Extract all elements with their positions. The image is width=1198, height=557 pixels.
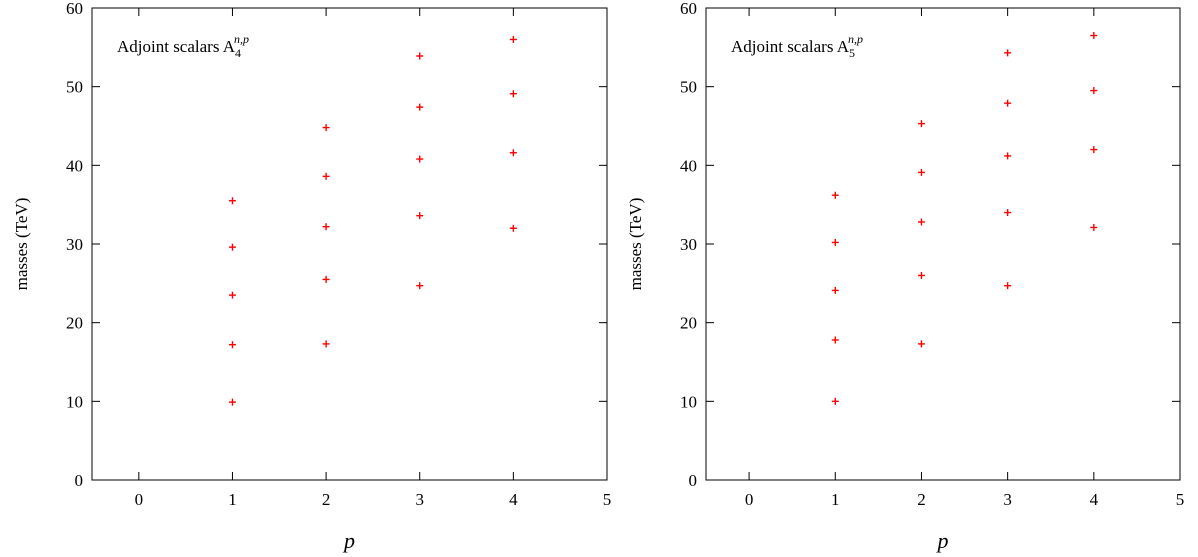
y-tick-label: 60 bbox=[66, 0, 83, 18]
data-point bbox=[831, 238, 839, 246]
y-axis-label: masses (TeV) bbox=[626, 198, 645, 291]
data-point bbox=[1090, 146, 1098, 154]
data-point bbox=[509, 35, 517, 43]
right-panel: 0 10 20 30 40 50 60 0 1 2 3 4 5 p masses (TeV) Adjoint … bbox=[626, 0, 1184, 553]
x-tick-label: 4 bbox=[1090, 490, 1099, 509]
data-point bbox=[1004, 99, 1012, 107]
data-point bbox=[831, 191, 839, 199]
data-point bbox=[1090, 223, 1098, 231]
data-point bbox=[1004, 282, 1012, 290]
y-tick-label: 60 bbox=[680, 0, 697, 18]
y-tick-label: 30 bbox=[680, 235, 697, 254]
y-tick-label: 0 bbox=[689, 471, 698, 490]
data-point bbox=[228, 291, 236, 299]
data-point bbox=[416, 212, 424, 220]
data-point bbox=[416, 155, 424, 163]
y-tick-label: 10 bbox=[680, 392, 697, 411]
data-point bbox=[509, 149, 517, 157]
x-tick-label: 1 bbox=[228, 490, 237, 509]
annotation-main: Adjoint scalars A bbox=[117, 37, 236, 56]
data-point bbox=[1004, 152, 1012, 160]
y-axis-label: masses (TeV) bbox=[12, 198, 31, 291]
x-tick-label: 2 bbox=[322, 490, 331, 509]
data-point bbox=[1004, 209, 1012, 217]
data-point bbox=[228, 341, 236, 349]
data-point bbox=[228, 243, 236, 251]
annotation-subscript: 5 bbox=[849, 46, 855, 60]
data-point bbox=[509, 224, 517, 232]
y-tick-label: 30 bbox=[66, 235, 83, 254]
y-tick-label: 20 bbox=[66, 314, 83, 333]
y-tick-label: 40 bbox=[680, 156, 697, 175]
data-point bbox=[917, 340, 925, 348]
left-panel: 0 10 20 30 40 50 60 0 1 2 3 4 5 p masses (TeV) Adjoint … bbox=[12, 0, 611, 553]
x-tick-label: 5 bbox=[1176, 490, 1185, 509]
panel-annotation: Adjoint scalars A5n,p bbox=[731, 32, 863, 60]
x-tick-label: 4 bbox=[509, 490, 518, 509]
x-tick-label: 0 bbox=[745, 490, 754, 509]
data-point bbox=[322, 223, 330, 231]
data-point bbox=[322, 275, 330, 283]
annotation-superscript: n,p bbox=[848, 32, 863, 46]
y-tick-label: 50 bbox=[66, 78, 83, 97]
x-tick-label: 3 bbox=[1003, 490, 1012, 509]
data-point bbox=[1090, 87, 1098, 95]
x-axis-label: p bbox=[936, 528, 949, 553]
y-tick-label: 40 bbox=[66, 156, 83, 175]
plot-frame bbox=[91, 7, 608, 481]
x-axis-label: p bbox=[342, 528, 355, 553]
data-point bbox=[917, 218, 925, 226]
data-point bbox=[228, 398, 236, 406]
x-tick-label: 5 bbox=[603, 490, 612, 509]
x-tick-label: 1 bbox=[831, 490, 840, 509]
y-tick-label: 10 bbox=[66, 392, 83, 411]
data-point bbox=[831, 286, 839, 294]
data-point bbox=[416, 282, 424, 290]
x-tick-label: 3 bbox=[415, 490, 424, 509]
data-point bbox=[831, 397, 839, 405]
x-tick-label: 0 bbox=[135, 490, 144, 509]
plot-frame bbox=[705, 7, 1181, 481]
data-point bbox=[1004, 49, 1012, 57]
data-point bbox=[228, 197, 236, 205]
annotation-subscript: 4 bbox=[235, 46, 241, 60]
data-point bbox=[917, 120, 925, 128]
y-tick-label: 0 bbox=[75, 471, 84, 490]
data-point bbox=[416, 103, 424, 111]
y-tick-label: 50 bbox=[680, 78, 697, 97]
data-point bbox=[322, 340, 330, 348]
x-tick-label: 2 bbox=[917, 490, 926, 509]
data-point bbox=[322, 172, 330, 180]
y-tick-label: 20 bbox=[680, 314, 697, 333]
data-point bbox=[509, 90, 517, 98]
data-point bbox=[416, 52, 424, 60]
annotation-superscript: n,p bbox=[234, 32, 249, 46]
data-point bbox=[831, 336, 839, 344]
data-point bbox=[917, 271, 925, 279]
data-point bbox=[917, 168, 925, 176]
annotation-main: Adjoint scalars A bbox=[731, 37, 850, 56]
panel-annotation: Adjoint scalars A4n,p bbox=[117, 32, 249, 60]
data-point bbox=[322, 124, 330, 132]
data-point bbox=[1090, 32, 1098, 40]
